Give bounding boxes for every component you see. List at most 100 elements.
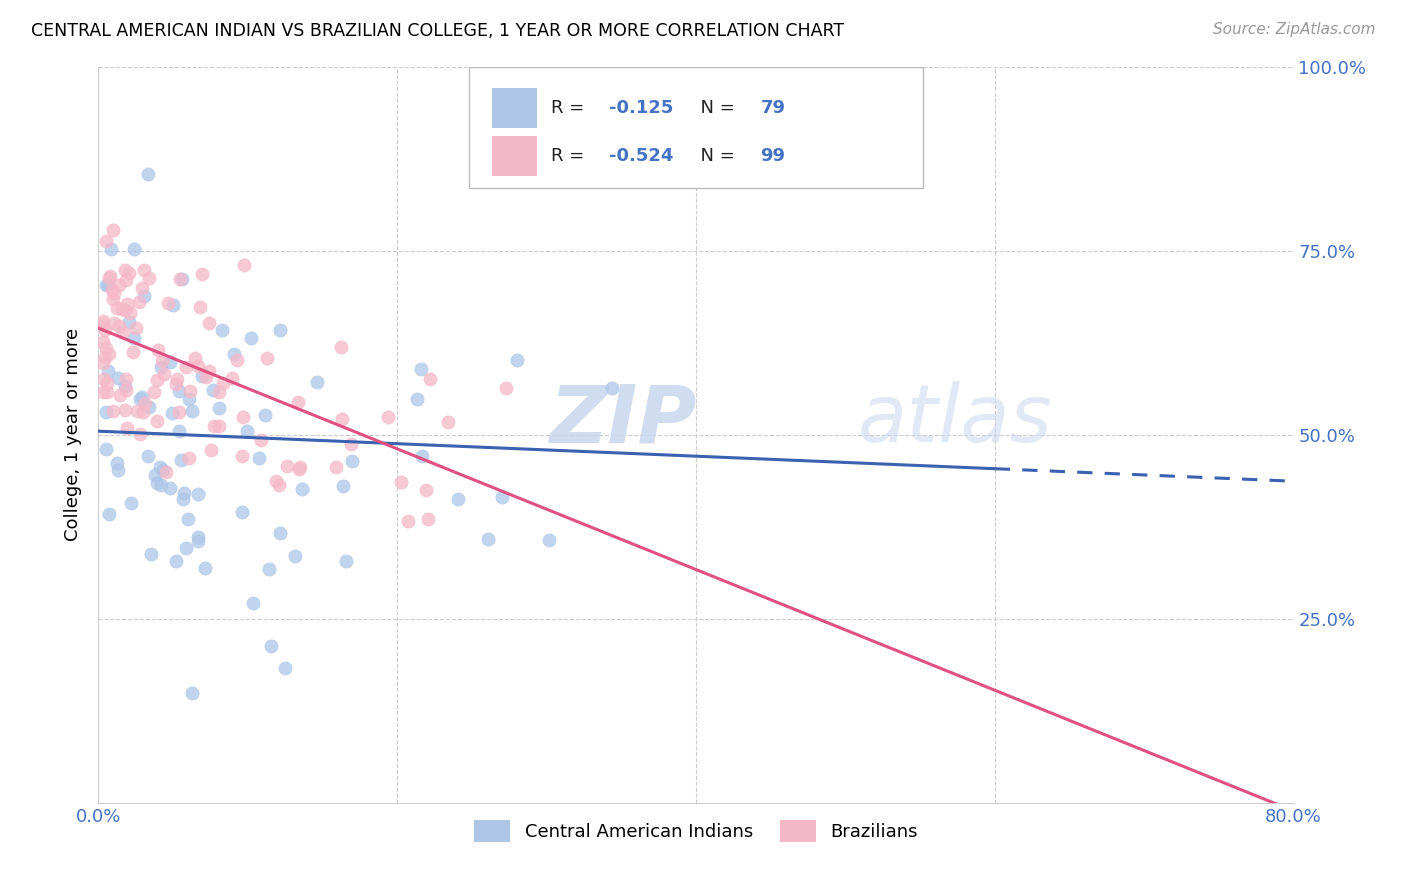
Point	[110, 388, 132, 402]
Point	[111, 301, 134, 316]
Point	[128, 294, 150, 309]
Point	[495, 381, 517, 395]
Point	[307, 376, 329, 390]
Point	[208, 401, 231, 415]
Text: -0.524: -0.524	[609, 147, 673, 165]
Point	[136, 449, 159, 463]
Point	[201, 383, 224, 397]
Point	[101, 403, 124, 417]
Point	[491, 490, 513, 504]
Point	[340, 437, 363, 451]
Point	[409, 361, 432, 376]
Point	[101, 283, 124, 297]
Point	[165, 554, 187, 568]
Point	[170, 271, 193, 285]
Point	[436, 415, 458, 429]
Point	[94, 350, 117, 364]
Point	[159, 355, 181, 369]
Point	[194, 369, 217, 384]
Point	[114, 302, 136, 317]
Point	[108, 318, 131, 333]
Point	[231, 450, 253, 464]
Point	[208, 385, 231, 400]
FancyBboxPatch shape	[492, 136, 537, 177]
Point	[236, 425, 259, 439]
Point	[211, 376, 233, 390]
Point	[187, 487, 209, 501]
Text: N =: N =	[689, 99, 741, 117]
Point	[160, 406, 183, 420]
Point	[174, 359, 197, 374]
Point	[406, 392, 429, 406]
Point	[287, 395, 309, 409]
Point	[389, 475, 412, 490]
Point	[96, 376, 118, 390]
Point	[330, 412, 353, 426]
Point	[103, 285, 125, 300]
Point	[247, 451, 270, 466]
Point	[269, 323, 291, 337]
Point	[226, 353, 249, 368]
Point	[191, 368, 214, 383]
Point	[107, 463, 129, 477]
Point	[98, 507, 121, 521]
Point	[131, 281, 153, 295]
Point	[288, 462, 311, 476]
Point	[156, 296, 179, 310]
Point	[129, 392, 152, 406]
Point	[177, 451, 200, 466]
Point	[114, 402, 136, 417]
Point	[274, 661, 297, 675]
Point	[208, 418, 231, 433]
Point	[340, 454, 363, 468]
Point	[477, 533, 499, 547]
Point	[150, 354, 173, 368]
Point	[103, 223, 125, 237]
Point	[447, 491, 470, 506]
Point	[180, 404, 202, 418]
Point	[98, 269, 121, 284]
Point	[141, 547, 163, 561]
Point	[138, 400, 160, 414]
Point	[152, 463, 174, 477]
Point	[97, 364, 120, 378]
Point	[114, 273, 136, 287]
Point	[169, 424, 191, 438]
Point	[128, 426, 150, 441]
Point	[112, 325, 135, 339]
Point	[146, 476, 169, 491]
Point	[269, 525, 291, 540]
Point	[101, 292, 124, 306]
Point	[94, 323, 117, 337]
Point	[330, 340, 353, 354]
Point	[179, 384, 201, 398]
Point	[250, 433, 273, 447]
Point	[240, 331, 263, 345]
Point	[125, 321, 148, 335]
Point	[260, 639, 283, 653]
Point	[202, 419, 225, 434]
Point	[170, 453, 193, 467]
Point	[411, 449, 433, 463]
Point	[100, 242, 122, 256]
Point	[179, 392, 201, 406]
Point	[377, 410, 399, 425]
Point	[335, 554, 357, 568]
Point	[94, 405, 117, 419]
Point	[125, 404, 148, 418]
Point	[114, 263, 136, 277]
Point	[291, 482, 314, 496]
Point	[174, 541, 197, 555]
Text: 79: 79	[761, 99, 786, 117]
Point	[211, 323, 233, 337]
Point	[94, 278, 117, 293]
Point	[149, 477, 172, 491]
Point	[200, 442, 222, 457]
Point	[94, 235, 117, 249]
Point	[269, 477, 291, 491]
Point	[114, 372, 136, 386]
Point	[187, 534, 209, 549]
Point	[187, 530, 209, 544]
Point	[115, 383, 138, 397]
Point	[396, 514, 419, 528]
